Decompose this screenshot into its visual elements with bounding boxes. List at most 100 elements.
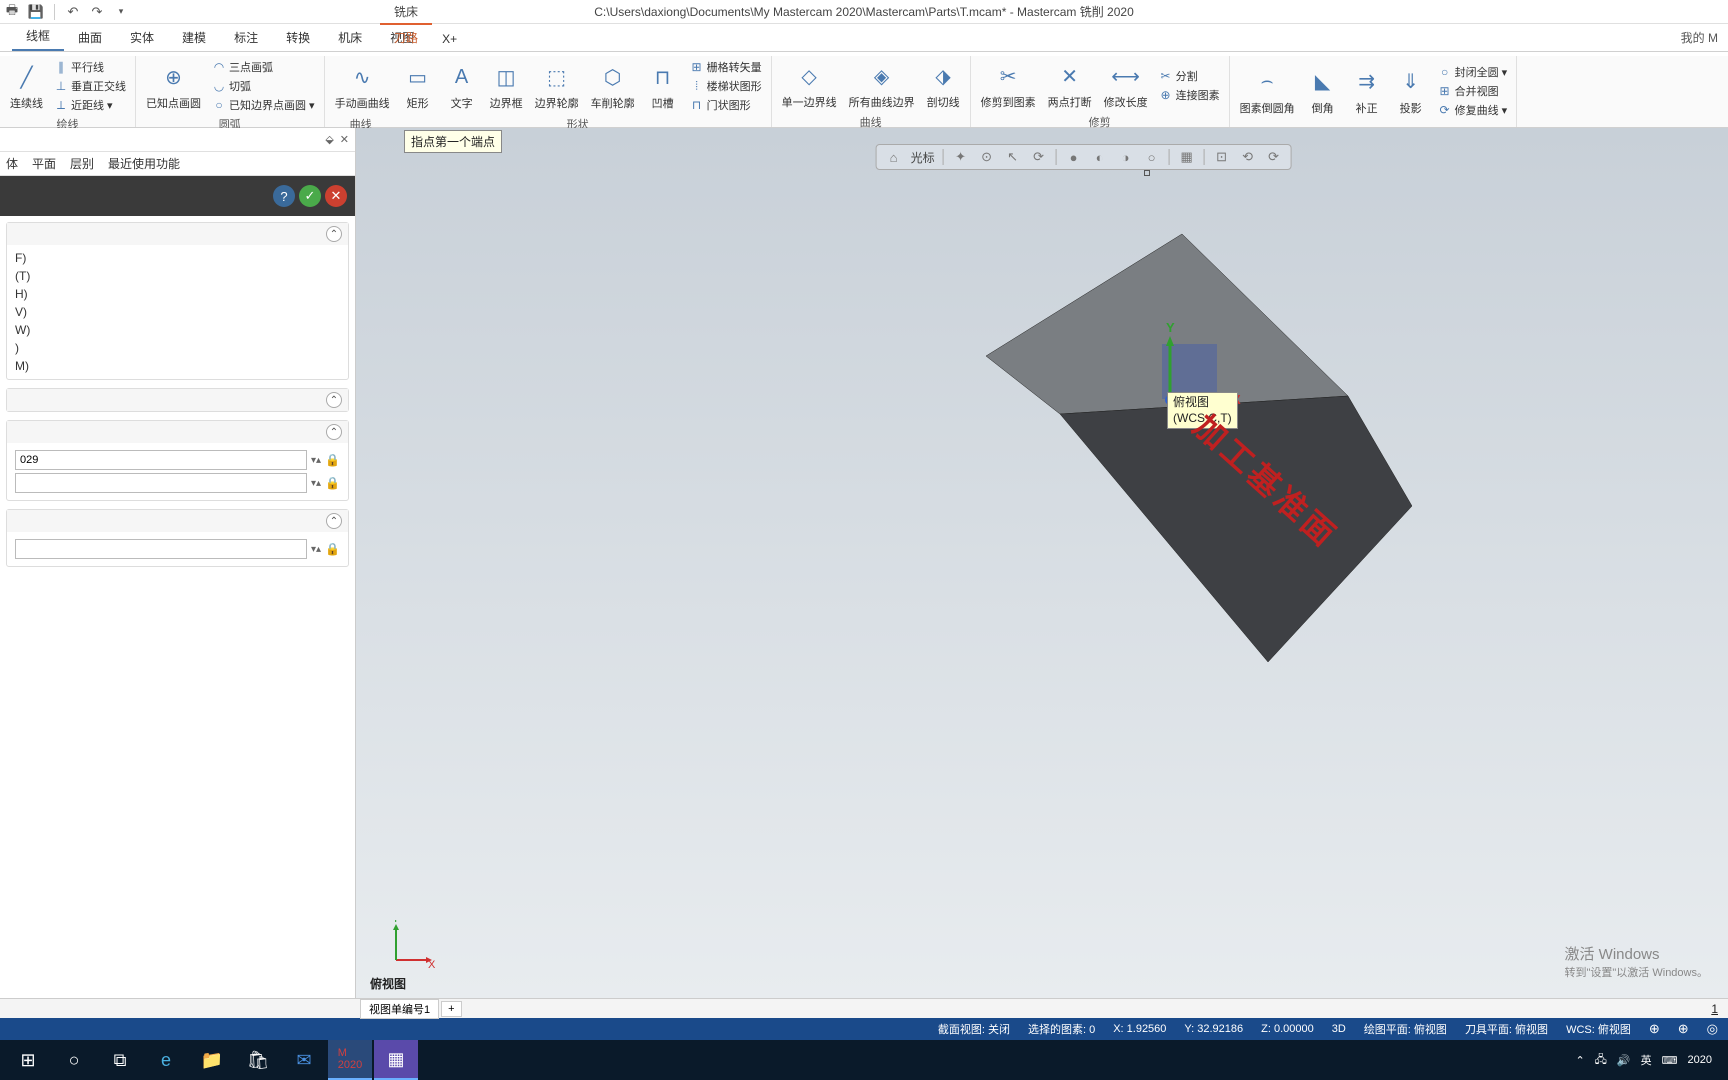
search-button[interactable]: ○ — [52, 1040, 96, 1080]
grid-icon[interactable]: ▦ — [1178, 148, 1196, 166]
mail-icon[interactable]: ✉ — [282, 1040, 326, 1080]
target-icon[interactable]: ◎ — [1707, 1021, 1718, 1037]
status-section[interactable]: 截面视图: 关闭 — [938, 1021, 1010, 1037]
tab-surface[interactable]: 曲面 — [64, 24, 116, 51]
refresh-icon[interactable]: ⟳ — [1265, 148, 1283, 166]
taskview-button[interactable]: ⧉ — [98, 1040, 142, 1080]
split[interactable]: ✂分割 — [1156, 67, 1223, 85]
merge-view[interactable]: ⊞合并视图 — [1435, 82, 1511, 100]
status-drawplane[interactable]: 绘图平面: 俯视图 — [1364, 1021, 1447, 1037]
tab-toolpath[interactable]: 刀路 — [380, 24, 432, 51]
line-button[interactable]: ╱ 连续线 — [6, 59, 47, 113]
collapse-icon[interactable]: ⌃ — [326, 424, 342, 440]
spinner-icon[interactable]: ▾▴ — [311, 455, 321, 466]
tool-icon[interactable]: ⟳ — [1030, 148, 1048, 166]
tab-wireframe[interactable]: 线框 — [12, 22, 64, 51]
status-mode[interactable]: 3D — [1332, 1023, 1346, 1035]
spline-button[interactable]: ∿手动画曲线 — [331, 59, 394, 113]
tray-date[interactable]: 2020 — [1688, 1054, 1712, 1066]
modlen-button[interactable]: ⟷修改长度 — [1100, 58, 1152, 112]
pin-icon[interactable]: ⬙ — [325, 133, 333, 146]
project-button[interactable]: ⇓投影 — [1391, 64, 1431, 118]
lock-icon[interactable]: 🔒 — [325, 476, 340, 490]
tray-volume-icon[interactable]: 🔊 — [1617, 1054, 1631, 1067]
start-button[interactable]: ⊞ — [6, 1040, 50, 1080]
status-toolplane[interactable]: 刀具平面: 俯视图 — [1465, 1021, 1548, 1037]
undo-icon[interactable]: ↶ — [65, 4, 81, 20]
sheet-tab-1[interactable]: 视图单编号1 — [360, 999, 439, 1019]
tab-annotate[interactable]: 标注 — [220, 24, 272, 51]
status-wcs[interactable]: WCS: 俯视图 — [1566, 1021, 1631, 1037]
tray-chevron-icon[interactable]: ⌃ — [1575, 1054, 1584, 1067]
collapse-icon[interactable]: ⌃ — [326, 226, 342, 242]
shade-icon[interactable]: ○ — [1143, 148, 1161, 166]
save-icon[interactable]: 💾 — [28, 4, 44, 20]
perpendicular-line[interactable]: ⊥垂直正交线 — [51, 77, 129, 95]
side-tab-level[interactable]: 层别 — [70, 155, 94, 172]
groove-button[interactable]: ⊓凹槽 — [643, 59, 683, 113]
closest-line[interactable]: ⟂近距线 ▾ — [51, 96, 129, 114]
spinner-icon[interactable]: ▾▴ — [311, 544, 321, 555]
value-input-1[interactable] — [15, 450, 307, 470]
store-icon[interactable]: 🛍 — [236, 1040, 280, 1080]
info-button[interactable]: ? — [273, 185, 295, 207]
globe-icon[interactable]: ⊕ — [1649, 1021, 1660, 1037]
cursor-label[interactable]: 光标 — [911, 148, 935, 166]
dropdown-icon[interactable]: ▾ — [113, 4, 129, 20]
side-tab-body[interactable]: 体 — [6, 155, 18, 172]
collapse-icon[interactable]: ⌃ — [326, 513, 342, 529]
tray-ime[interactable]: 英 — [1641, 1052, 1652, 1068]
print-icon[interactable]: 🖶 — [4, 4, 20, 20]
trim-button[interactable]: ✂修剪到图素 — [977, 58, 1040, 112]
boundary-circle[interactable]: ○已知边界点画圆 ▾ — [209, 96, 318, 114]
door-shape[interactable]: ⊓门状图形 — [687, 96, 765, 114]
globe-icon[interactable]: ⊕ — [1678, 1021, 1689, 1037]
redo-icon[interactable]: ↷ — [89, 4, 105, 20]
lock-icon[interactable]: 🔒 — [325, 542, 340, 556]
three-point-arc[interactable]: ◠三点画弧 — [209, 58, 318, 76]
explorer-icon[interactable]: 📁 — [190, 1040, 234, 1080]
tab-transform[interactable]: 转换 — [272, 24, 324, 51]
tangent-arc[interactable]: ◡切弧 — [209, 77, 318, 95]
boundary-button[interactable]: ⬚边界轮廓 — [531, 59, 583, 113]
refresh-icon[interactable]: ⟲ — [1239, 148, 1257, 166]
collapse-icon[interactable]: ⌃ — [326, 392, 342, 408]
shade-icon[interactable]: ◐ — [1091, 148, 1109, 166]
stair-shape[interactable]: ⦙楼梯状图形 — [687, 77, 765, 95]
tray-network-icon[interactable]: 🖧 — [1595, 1051, 1607, 1070]
app-icon[interactable]: ▦ — [374, 1040, 418, 1080]
close-panel-icon[interactable]: ✕ — [340, 133, 349, 146]
repair-curve[interactable]: ⟳修复曲线 ▾ — [1435, 101, 1511, 119]
circle-button[interactable]: ⊕ 已知点画圆 — [142, 59, 205, 113]
tab-machine[interactable]: 机床 — [324, 24, 376, 51]
tab-solid[interactable]: 实体 — [116, 24, 168, 51]
rectangle-button[interactable]: ▭矩形 — [398, 59, 438, 113]
tab-my-m[interactable]: 我的 M — [1681, 29, 1728, 46]
tool-icon[interactable]: ⊙ — [978, 148, 996, 166]
offset-button[interactable]: ⇉补正 — [1347, 64, 1387, 118]
tab-mill-context[interactable]: 铣床 — [380, 0, 432, 25]
tool-icon[interactable]: ✦ — [952, 148, 970, 166]
chamfer-button[interactable]: ◣倒角 — [1303, 64, 1343, 118]
ok-button[interactable]: ✓ — [299, 185, 321, 207]
home-icon[interactable]: ⌂ — [885, 148, 903, 166]
lock-icon[interactable]: 🔒 — [325, 453, 340, 467]
tray-keyboard-icon[interactable]: ⌨ — [1662, 1054, 1678, 1067]
fillet-button[interactable]: ⌢图素倒圆角 — [1236, 64, 1299, 118]
edge-icon[interactable]: e — [144, 1040, 188, 1080]
bbox-button[interactable]: ◫边界框 — [486, 59, 527, 113]
break-button[interactable]: ✕两点打断 — [1044, 58, 1096, 112]
side-tab-plane[interactable]: 平面 — [32, 155, 56, 172]
single-edge-button[interactable]: ◇单一边界线 — [778, 58, 841, 112]
raster-vector[interactable]: ⊞栅格转矢量 — [687, 58, 765, 76]
viewport[interactable]: 指点第一个端点 ⌂ 光标 ✦ ⊙ ↖ ⟳ ● ◐ ◑ ○ ▦ ⊡ ⟲ ⟳ — [356, 128, 1728, 998]
mastercam-icon[interactable]: M2020 — [328, 1040, 372, 1080]
all-edges-button[interactable]: ◈所有曲线边界 — [845, 58, 919, 112]
lathe-button[interactable]: ⬡车削轮廓 — [587, 59, 639, 113]
tool-icon[interactable]: ↖ — [1004, 148, 1022, 166]
add-sheet-button[interactable]: + — [441, 1001, 461, 1017]
cancel-button[interactable]: ✕ — [325, 185, 347, 207]
tab-model[interactable]: 建模 — [168, 24, 220, 51]
side-tab-recent[interactable]: 最近使用功能 — [108, 155, 180, 172]
join[interactable]: ⊕连接图素 — [1156, 86, 1223, 104]
